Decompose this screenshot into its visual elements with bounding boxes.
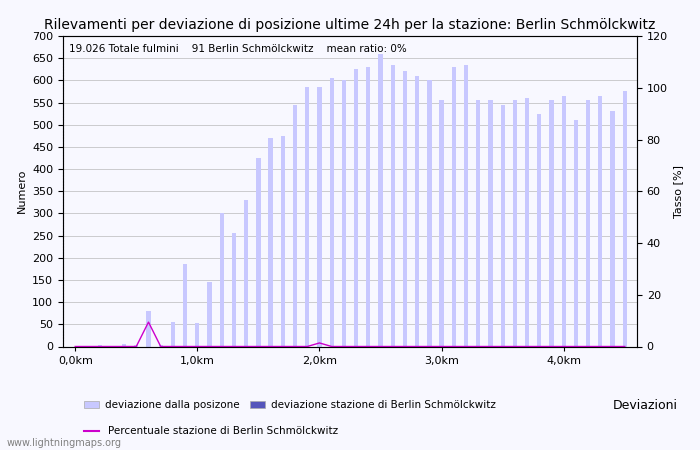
Bar bbox=[146, 311, 150, 346]
Bar bbox=[391, 65, 395, 346]
Bar bbox=[366, 67, 370, 346]
Y-axis label: Numero: Numero bbox=[17, 169, 27, 213]
Bar bbox=[134, 345, 139, 346]
Bar bbox=[525, 98, 529, 346]
Bar bbox=[464, 65, 468, 346]
Bar bbox=[269, 138, 273, 346]
Bar bbox=[195, 324, 199, 347]
Bar bbox=[598, 96, 603, 346]
Bar bbox=[586, 100, 590, 346]
Legend: Percentuale stazione di Berlin Schmölckwitz: Percentuale stazione di Berlin Schmölckw… bbox=[80, 422, 342, 441]
Bar bbox=[489, 100, 493, 346]
Bar bbox=[402, 72, 407, 346]
Bar bbox=[476, 100, 480, 346]
Bar bbox=[330, 78, 334, 347]
Bar bbox=[427, 81, 431, 346]
Bar bbox=[537, 113, 541, 346]
Bar bbox=[232, 234, 236, 346]
Bar bbox=[415, 76, 419, 346]
Bar bbox=[550, 100, 554, 346]
Bar bbox=[623, 91, 627, 346]
Bar bbox=[317, 87, 321, 346]
Bar bbox=[561, 96, 566, 346]
Bar bbox=[379, 54, 383, 346]
Text: Deviazioni: Deviazioni bbox=[612, 400, 678, 412]
Bar bbox=[342, 81, 346, 346]
Bar bbox=[256, 158, 260, 346]
Bar bbox=[305, 87, 309, 346]
Title: Rilevamenti per deviazione di posizione ultime 24h per la stazione: Berlin Schmö: Rilevamenti per deviazione di posizione … bbox=[44, 18, 656, 32]
Bar bbox=[171, 322, 175, 346]
Bar bbox=[207, 282, 211, 346]
Bar bbox=[183, 265, 188, 346]
Bar bbox=[512, 100, 517, 346]
Bar bbox=[574, 120, 578, 346]
Y-axis label: Tasso [%]: Tasso [%] bbox=[673, 165, 683, 218]
Bar bbox=[293, 105, 297, 346]
Bar bbox=[610, 112, 615, 346]
Bar bbox=[220, 213, 224, 346]
Bar bbox=[244, 200, 248, 346]
Bar bbox=[440, 100, 444, 346]
Text: 19.026 Totale fulmini    91 Berlin Schmölckwitz    mean ratio: 0%: 19.026 Totale fulmini 91 Berlin Schmölck… bbox=[69, 44, 407, 54]
Bar bbox=[452, 67, 456, 346]
Text: www.lightningmaps.org: www.lightningmaps.org bbox=[7, 438, 122, 448]
Bar bbox=[354, 69, 358, 346]
Bar bbox=[97, 345, 102, 347]
Bar bbox=[500, 105, 505, 346]
Bar bbox=[159, 345, 163, 347]
Bar bbox=[122, 344, 126, 346]
Bar bbox=[281, 136, 285, 346]
